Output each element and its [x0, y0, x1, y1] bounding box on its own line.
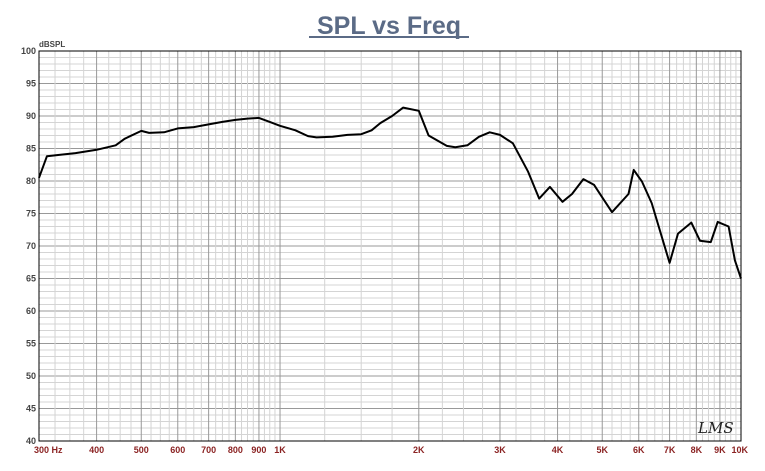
plot-frame	[38, 50, 742, 442]
y-tick-labels: 100 95 90 85 80 75 70 65 60 55 50 45 40	[21, 46, 36, 446]
y-tick-label: 75	[26, 209, 36, 219]
x-tick-labels: 300 Hz 400 500 600 700 800 900 1K 2K 3K 4K 5K 6K 7K 8K…	[34, 445, 748, 455]
y-tick-label: 100	[21, 46, 36, 56]
x-tick-label: 5K	[596, 445, 608, 455]
y-tick-label: 40	[26, 436, 36, 446]
x-tick-label: 7K	[664, 445, 676, 455]
x-tick-label: 10K	[731, 445, 748, 455]
x-tick-label: 4K	[552, 445, 564, 455]
y-tick-label: 50	[26, 371, 36, 381]
y-tick-label: 60	[26, 306, 36, 316]
x-tick-label: 6K	[633, 445, 645, 455]
y-axis-unit-label: dBSPL	[39, 40, 65, 49]
x-tick-label: 900	[251, 445, 266, 455]
y-tick-label: 70	[26, 241, 36, 251]
y-tick-label: 95	[26, 79, 36, 89]
x-tick-label: 400	[89, 445, 104, 455]
y-tick-label: 85	[26, 144, 36, 154]
x-tick-label: 600	[170, 445, 185, 455]
x-tick-label: 500	[134, 445, 149, 455]
grid-lines	[38, 50, 742, 442]
chart-title: SPL vs Freq	[317, 12, 461, 40]
x-tick-label: 3K	[494, 445, 506, 455]
y-tick-label: 45	[26, 404, 36, 414]
x-tick-label: 9K	[714, 445, 726, 455]
y-tick-label: 65	[26, 274, 36, 284]
x-tick-label: 8K	[691, 445, 703, 455]
y-tick-label: 55	[26, 339, 36, 349]
x-tick-label: 700	[201, 445, 216, 455]
y-tick-label: 90	[26, 111, 36, 121]
x-tick-label: 2K	[413, 445, 425, 455]
x-tick-label: 1K	[274, 445, 286, 455]
x-tick-label: 300 Hz	[34, 445, 63, 455]
lms-logo: LMS	[697, 419, 734, 437]
x-tick-label: 800	[228, 445, 243, 455]
spl-series-line	[38, 106, 742, 279]
y-tick-label: 80	[26, 176, 36, 186]
